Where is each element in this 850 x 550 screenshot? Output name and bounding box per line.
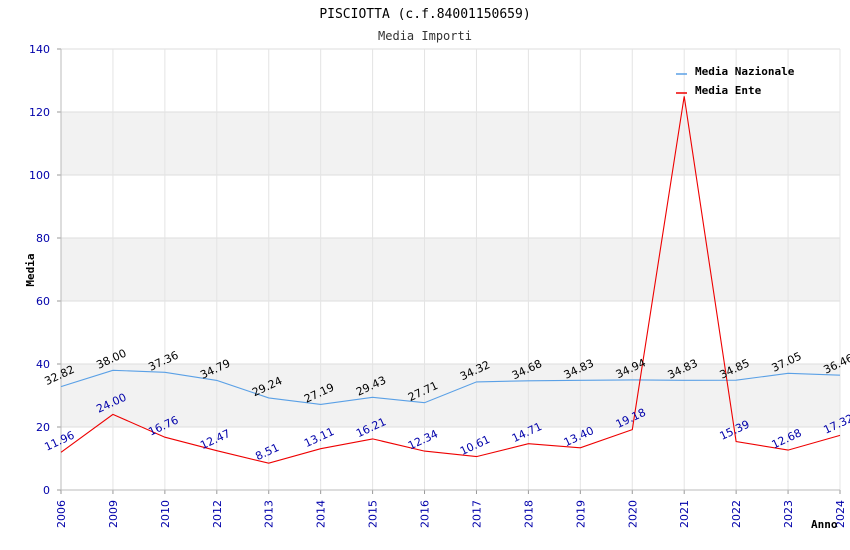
y-tick-label: 80 xyxy=(36,232,50,245)
data-label-media-ente: 8.51 xyxy=(253,441,281,463)
x-tick-label: 2006 xyxy=(55,500,68,528)
x-tick-label: 2021 xyxy=(678,500,691,528)
x-tick-label: 2013 xyxy=(263,500,276,528)
y-tick-label: 60 xyxy=(36,295,50,308)
grid-band xyxy=(61,112,840,175)
axes xyxy=(60,49,840,491)
y-tick-label: 20 xyxy=(36,421,50,434)
y-tick-label: 40 xyxy=(36,358,50,371)
x-axis-label: Anno xyxy=(811,518,838,531)
data-label-media-ente: 12.34 xyxy=(406,427,440,452)
y-tick-label: 120 xyxy=(29,106,50,119)
chart-title: PISCIOTTA (c.f.84001150659) xyxy=(319,7,530,22)
legend-label-media-ente: Media Ente xyxy=(695,84,762,97)
x-tick-label: 2020 xyxy=(626,500,639,528)
y-tick-label: 140 xyxy=(29,43,50,56)
x-tick-label: 2024 xyxy=(834,500,847,528)
x-tick-label: 2023 xyxy=(782,500,795,528)
x-tick-label: 2010 xyxy=(159,500,172,528)
x-tick-label: 2014 xyxy=(315,500,328,528)
x-tick-label: 2018 xyxy=(522,500,535,528)
grid-band xyxy=(61,238,840,301)
x-tick-label: 2009 xyxy=(107,500,120,528)
series-line-media-nazionale xyxy=(60,369,841,405)
data-label-media-ente: 12.47 xyxy=(198,427,232,452)
x-tick-label: 2022 xyxy=(730,500,743,528)
grid-band xyxy=(61,364,840,427)
y-tick-labels: 0 20 40 60 80 100 120 140 xyxy=(29,43,50,497)
x-tick-label: 2019 xyxy=(574,500,587,528)
legend-label-media-nazionale: Media Nazionale xyxy=(695,65,795,78)
x-tick-label: 2016 xyxy=(419,500,432,528)
y-tick-label: 0 xyxy=(43,484,50,497)
data-label-media-ente: 13.40 xyxy=(562,424,596,449)
series-line-media-ente xyxy=(60,96,841,464)
x-tick-labels: 2006 2009 2010 2012 2013 2014 2015 2016 2017 2018… xyxy=(55,500,847,528)
x-tick-label: 2017 xyxy=(470,500,483,528)
legend: Media Nazionale Media Ente xyxy=(676,65,795,97)
series-lines xyxy=(60,96,841,464)
x-tick-label: 2015 xyxy=(367,500,380,528)
y-axis-label: Media xyxy=(24,253,37,286)
y-tick-label: 100 xyxy=(29,169,50,182)
x-tick-label: 2012 xyxy=(211,500,224,528)
chart-subtitle: Media Importi xyxy=(378,29,472,43)
